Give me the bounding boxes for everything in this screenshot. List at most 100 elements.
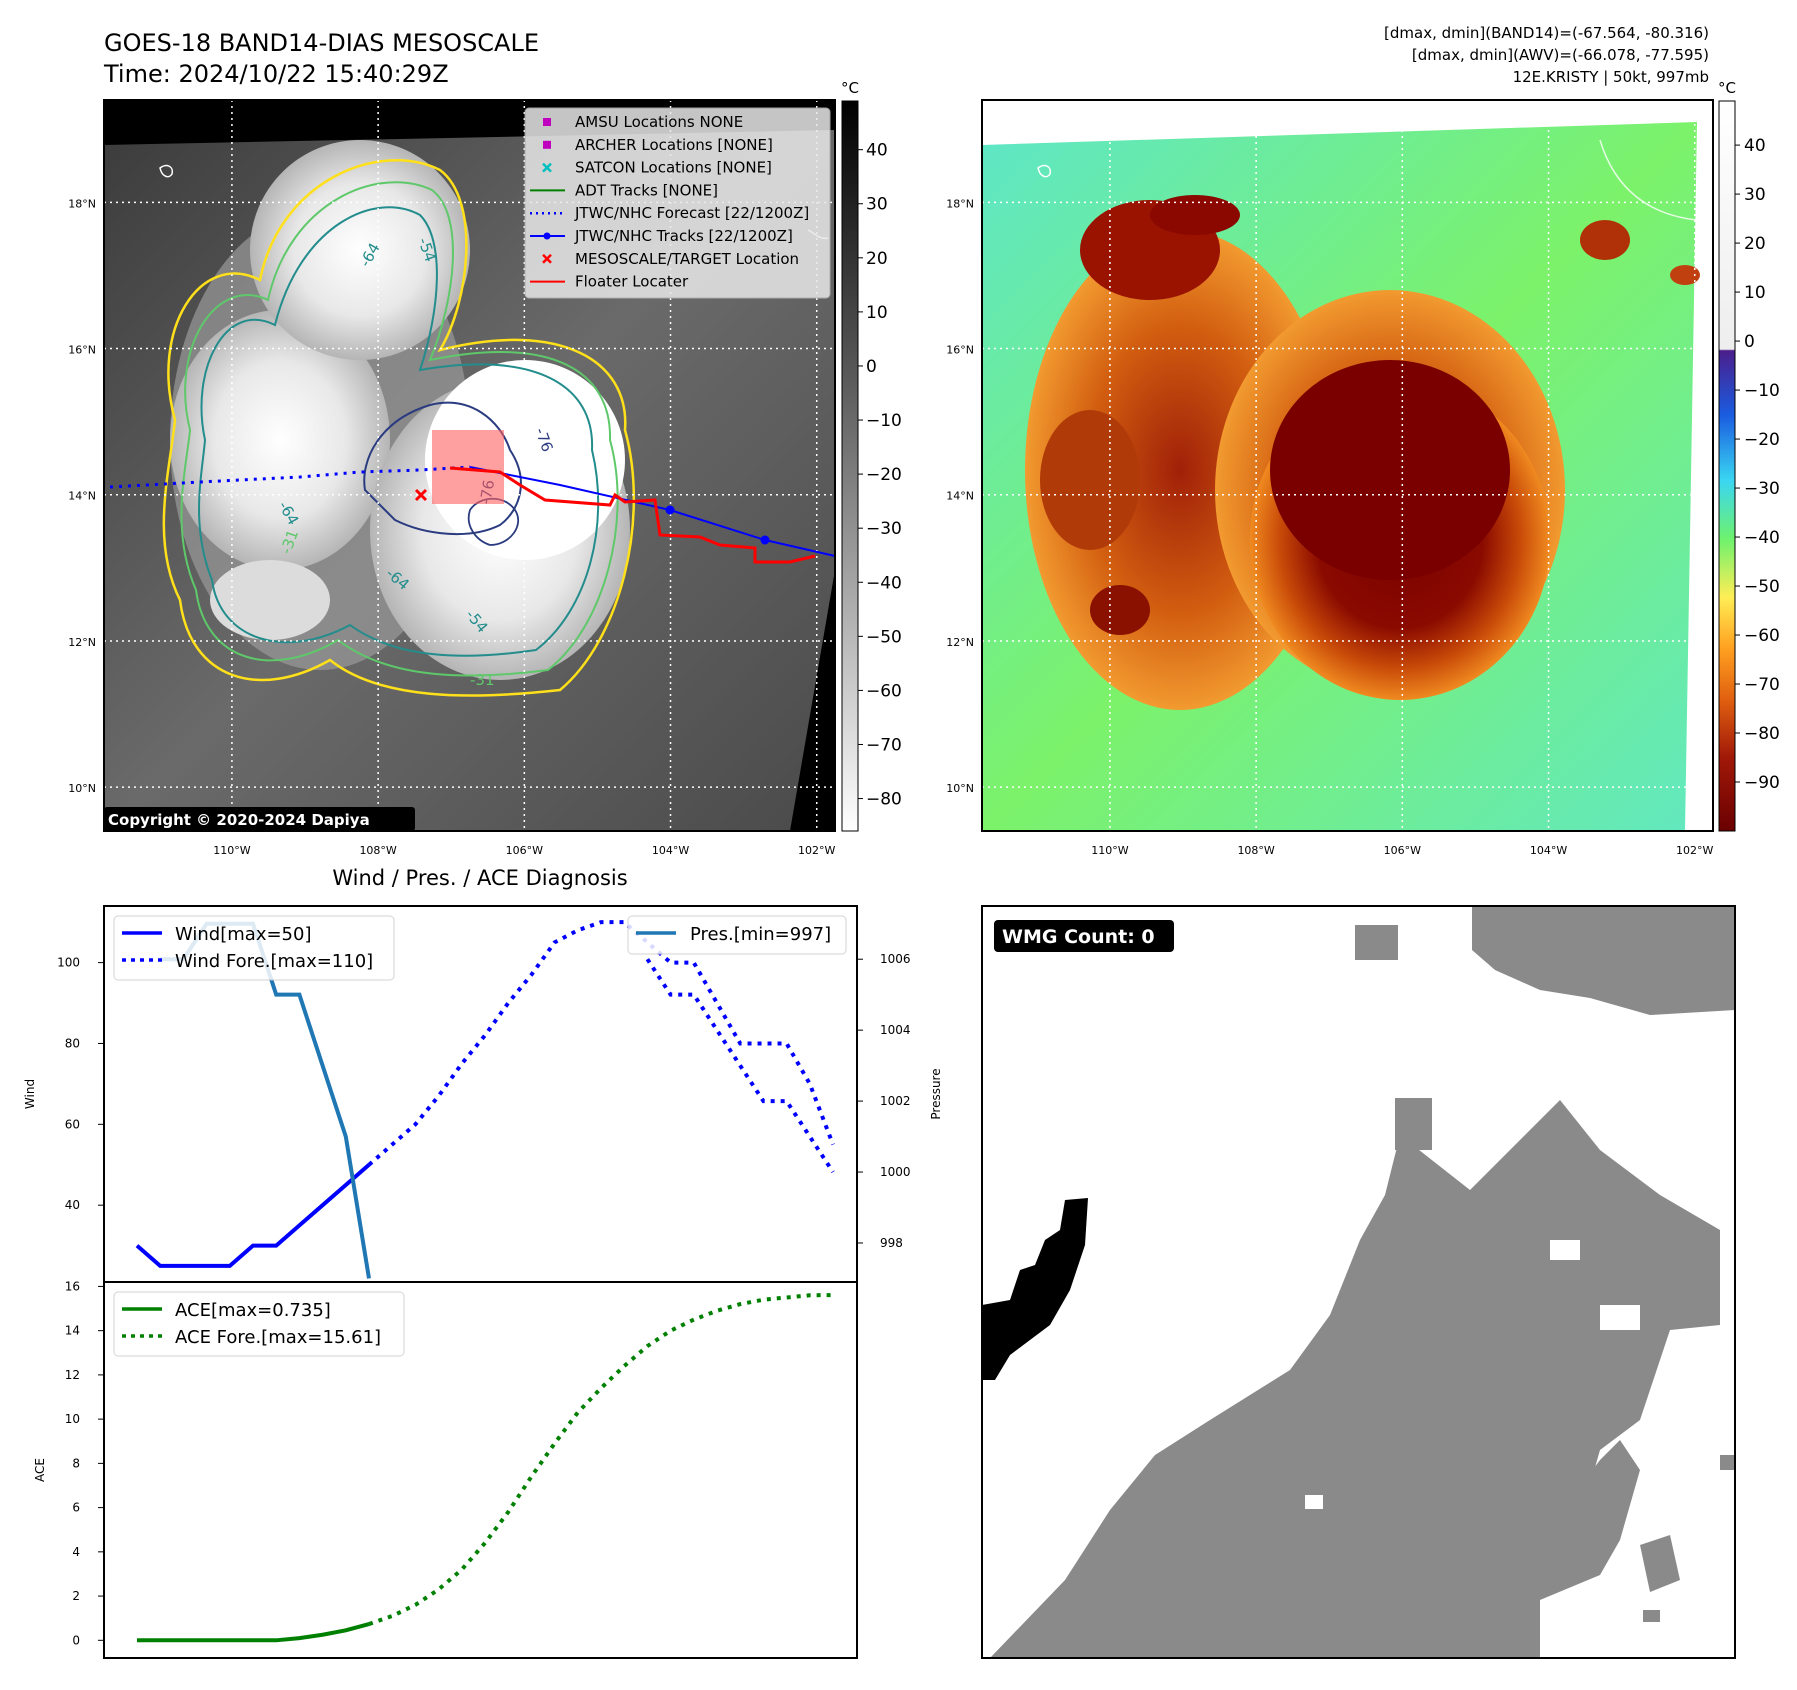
wmg-gray-region [1640,1535,1680,1592]
ace-axis-label: ACE [33,1458,47,1482]
figure-time: Time: 2024/10/22 15:40:29Z [103,60,449,88]
colorbar-tick-label: −10 [866,411,902,431]
wind-tick-label: 40 [65,1198,80,1212]
legend-label: JTWC/NHC Forecast [22/1200Z] [574,204,809,222]
series-line [135,1163,371,1268]
colorbar-tick-label: −40 [866,573,902,593]
ace-tick-label: 14 [65,1324,80,1338]
lat-tick-label: 12°N [68,636,96,649]
ir-lon-ticks: 110°W 108°W 106°W 104°W 102°W [213,844,835,857]
wmg-gray-region [990,1100,1720,1658]
wmg-gray-region [1720,1455,1735,1470]
ir-map-panel: -54 -64 -64 -64 -54 -31 -31 -76 -76 18°N… [68,79,902,857]
lat-tick-label: 10°N [68,782,96,795]
colorbar-tick-label: 0 [1744,332,1755,352]
lon-tick-label: 110°W [213,844,250,857]
ace-legend: ACE[max=0.735] ACE Fore.[max=15.61] [113,1291,405,1357]
legend-ace-forecast: ACE Fore.[max=15.61] [175,1327,381,1348]
legend-marker [542,162,552,173]
stats-line-2: [dmax, dmin](AWV)=(-66.078, -77.595) [1412,46,1709,64]
pressure-tick-label: 998 [880,1236,903,1250]
copyright-badge [104,807,415,831]
ir-colorbar-unit: °C [841,79,859,97]
colorbar-tick-label: 0 [866,357,877,377]
lon-tick-label: 106°W [506,844,543,857]
series-line [645,958,835,1174]
colorbar-tick-label: −70 [1744,675,1780,695]
legend-label: ARCHER Locations [NONE] [575,136,773,154]
wmg-gap [1600,1305,1640,1330]
color-map-panel: 18°N 16°N 14°N 12°N 10°N 110°W 108°W 106°W 104°… [946,79,1780,857]
legend-wind-forecast: Wind Fore.[max=110] [175,951,373,972]
legend-marker [543,232,551,240]
ir-map-frame [103,99,836,832]
color-lon-ticks: 110°W 108°W 106°W 104°W 102°W [1091,844,1713,857]
wmg-gap [1305,1495,1323,1509]
mesoscale-box [432,430,504,504]
legend-label: AMSU Locations NONE [575,113,743,131]
track-overlay [109,430,836,564]
colorbar-tick-label: −30 [1744,479,1780,499]
lat-tick-label: 16°N [68,344,96,357]
lat-tick-label: 18°N [68,197,96,210]
wmg-gray-region [1540,1440,1640,1600]
wind-tick-label: 100 [57,956,80,970]
track-point [665,505,675,515]
wmg-gray-region [1643,1610,1660,1622]
ace-tick-label: 8 [72,1456,80,1470]
pressure-tick-label: 1002 [880,1094,911,1108]
wind-legend: Wind[max=50] Wind Fore.[max=110] Pres.[m… [113,915,847,981]
ace-tick-label: 16 [65,1279,80,1293]
ace-tick-label: 12 [65,1368,80,1382]
lon-tick-label: 102°W [798,844,835,857]
wmg-frame [981,905,1736,1659]
colorbar-tick-label: −20 [1744,430,1780,450]
lat-tick-label: 10°N [946,782,974,795]
colorbar-tick-label: 30 [866,195,888,215]
legend-marker [543,140,551,149]
colorbar-tick-label: −90 [1744,773,1780,793]
wmg-gap [1550,1240,1580,1260]
colorbar-tick-label: 40 [1744,136,1766,156]
lat-tick-label: 16°N [946,344,974,357]
colorbar-tick-label: −60 [866,681,902,701]
lon-tick-label: 108°W [359,844,396,857]
ace-tick-label: 6 [72,1501,80,1515]
legend-label: MESOSCALE/TARGET Location [575,250,799,268]
lat-tick-label: 12°N [946,636,974,649]
stats-line-3: 12E.KRISTY | 50kt, 997mb [1513,68,1709,86]
wmg-black-region [982,1198,1088,1380]
color-colorbar-unit: °C [1718,79,1736,97]
lat-tick-label: 14°N [946,490,974,503]
ir-colorbar: °C 40 30 20 10 0 −10 −20 −30 −40 −50 −60 −70 −80 [841,79,902,832]
wind-tick-label: 80 [65,1036,80,1050]
stats-line-1: [dmax, dmin](BAND14)=(-67.564, -80.316) [1384,24,1709,42]
floater-track [449,466,816,564]
wmg-badge [994,920,1174,952]
legend-marker [543,118,551,126]
pressure-axis-label: Pressure [929,1068,943,1119]
wmg-panel: WMG Count: 0 [981,905,1736,1659]
wmg-gray-region [1355,925,1398,960]
wmg-gray-region [1395,1098,1432,1150]
pressure-tick-label: 1004 [880,1023,911,1037]
series-line [367,920,835,1167]
ace-tick-label: 2 [72,1589,80,1603]
legend-label: SATCON Locations [NONE] [575,159,772,177]
colorbar-tick-label: −80 [1744,724,1780,744]
colorbar-tick-label: −30 [866,519,902,539]
legend-label: ADT Tracks [NONE] [575,181,718,199]
legend-wind: Wind[max=50] [175,924,312,945]
target-location-marker [414,488,428,502]
color-map-imagery [982,100,1713,831]
figure-title: GOES-18 BAND14-DIAS MESOSCALE [104,29,539,57]
lat-tick-label: 18°N [946,197,974,210]
series-line [137,1622,370,1643]
lon-tick-label: 102°W [1676,844,1713,857]
color-map-frame [981,99,1714,832]
colorbar-tick-label: 20 [866,249,888,269]
colorbar-tick-label: 10 [866,303,888,323]
colorbar-tick-label: 30 [1744,185,1766,205]
pressure-tick-label: 1000 [880,1165,911,1179]
